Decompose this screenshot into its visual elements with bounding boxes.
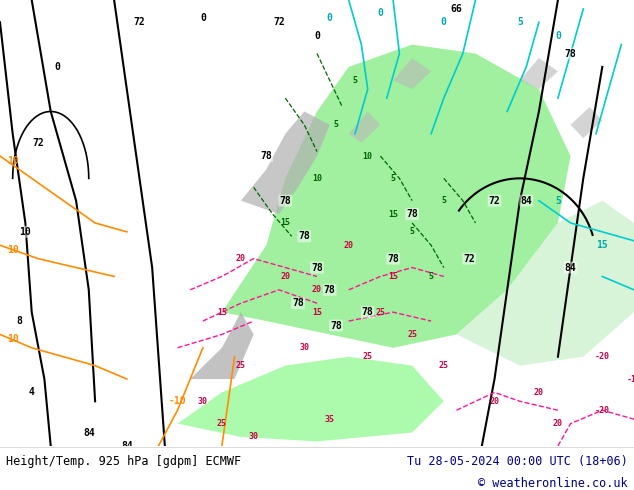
Text: 5: 5 (333, 121, 339, 129)
Polygon shape (571, 107, 602, 138)
Text: 84: 84 (121, 441, 133, 451)
Text: 15: 15 (388, 272, 398, 281)
Text: 5: 5 (410, 227, 415, 236)
Text: Height/Temp. 925 hPa [gdpm] ECMWF: Height/Temp. 925 hPa [gdpm] ECMWF (6, 455, 242, 468)
Text: 5: 5 (555, 196, 561, 206)
Text: 84: 84 (565, 263, 576, 272)
Text: 84: 84 (83, 427, 94, 438)
Text: 78: 78 (362, 307, 373, 317)
Text: 66: 66 (451, 4, 462, 14)
Text: 20: 20 (553, 419, 563, 428)
Polygon shape (393, 58, 431, 89)
Text: 72: 72 (32, 138, 44, 147)
Text: 78: 78 (406, 209, 418, 219)
Text: 78: 78 (330, 320, 342, 331)
Text: 0: 0 (54, 62, 60, 72)
Text: 25: 25 (217, 419, 227, 428)
Text: 5: 5 (353, 76, 358, 85)
Text: 4: 4 (29, 388, 35, 397)
Text: 8: 8 (16, 316, 22, 326)
Text: 78: 78 (565, 49, 576, 58)
Text: 10: 10 (7, 245, 18, 255)
Text: 30: 30 (198, 397, 208, 406)
Text: -20: -20 (595, 352, 610, 361)
Polygon shape (349, 112, 380, 143)
Text: 25: 25 (407, 330, 417, 339)
Text: 10: 10 (7, 155, 18, 166)
Text: -20: -20 (595, 406, 610, 415)
Text: 5: 5 (391, 174, 396, 183)
Text: 15: 15 (280, 219, 290, 227)
Text: 30: 30 (249, 433, 259, 441)
Text: 0: 0 (327, 13, 333, 23)
Text: 20: 20 (312, 285, 322, 294)
Text: 10: 10 (20, 227, 31, 237)
Text: 20: 20 (236, 254, 246, 263)
Text: 0: 0 (377, 8, 384, 19)
Text: 15: 15 (217, 308, 227, 317)
Text: 20: 20 (534, 388, 544, 397)
Text: 15: 15 (312, 308, 322, 317)
Text: 72: 72 (463, 254, 475, 264)
Text: 84: 84 (521, 196, 532, 206)
Polygon shape (190, 312, 254, 379)
Text: 15: 15 (388, 210, 398, 219)
Text: © weatheronline.co.uk: © weatheronline.co.uk (478, 477, 628, 490)
Text: 78: 78 (280, 196, 291, 206)
Text: 0: 0 (314, 31, 320, 41)
Text: -10: -10 (169, 396, 186, 406)
Text: 0: 0 (555, 31, 561, 41)
Text: 72: 72 (489, 196, 500, 206)
Text: 72: 72 (134, 17, 145, 27)
Text: 72: 72 (273, 17, 285, 27)
Text: 78: 78 (324, 285, 335, 295)
Polygon shape (456, 201, 634, 366)
Text: 78: 78 (311, 263, 323, 272)
Polygon shape (241, 112, 330, 214)
Text: 0: 0 (441, 17, 447, 27)
Text: 20: 20 (344, 241, 354, 250)
Text: 10: 10 (7, 334, 18, 344)
Text: 25: 25 (363, 352, 373, 361)
Text: 78: 78 (261, 151, 272, 161)
Text: 25: 25 (439, 361, 449, 370)
Text: Tu 28-05-2024 00:00 UTC (18+06): Tu 28-05-2024 00:00 UTC (18+06) (407, 455, 628, 468)
Polygon shape (222, 45, 571, 348)
Polygon shape (178, 357, 444, 441)
Text: 5: 5 (517, 17, 523, 27)
Text: 35: 35 (325, 415, 335, 424)
Text: 0: 0 (200, 13, 206, 23)
Text: 78: 78 (387, 254, 399, 264)
Text: 10: 10 (312, 174, 322, 183)
Text: 25: 25 (375, 308, 385, 317)
Text: 20: 20 (489, 397, 500, 406)
Polygon shape (520, 58, 558, 89)
Text: 78: 78 (299, 231, 310, 242)
Text: 5: 5 (441, 196, 446, 205)
Text: 10: 10 (363, 151, 373, 161)
Text: -15: -15 (626, 374, 634, 384)
Text: 25: 25 (236, 361, 246, 370)
Text: 78: 78 (292, 298, 304, 308)
Text: 5: 5 (429, 272, 434, 281)
Text: 15: 15 (597, 240, 608, 250)
Text: 20: 20 (280, 272, 290, 281)
Text: 30: 30 (299, 343, 309, 352)
